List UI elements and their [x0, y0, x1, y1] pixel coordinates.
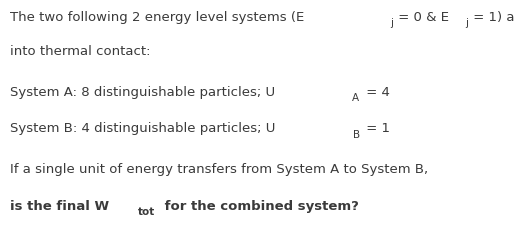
Text: = 0 & E: = 0 & E — [394, 10, 449, 23]
Text: B: B — [353, 129, 360, 139]
Text: tot: tot — [138, 207, 155, 217]
Text: j: j — [390, 18, 393, 28]
Text: j: j — [465, 18, 468, 28]
Text: A: A — [353, 93, 359, 103]
Text: = 1: = 1 — [362, 122, 390, 135]
Text: into thermal contact:: into thermal contact: — [10, 44, 151, 57]
Text: for the combined system?: for the combined system? — [160, 199, 359, 212]
Text: is the final W: is the final W — [10, 199, 109, 212]
Text: If a single unit of energy transfers from System A to System B,: If a single unit of energy transfers fro… — [10, 163, 433, 175]
Text: System B: 4 distinguishable particles; U: System B: 4 distinguishable particles; U — [10, 122, 276, 135]
Text: The two following 2 energy level systems (E: The two following 2 energy level systems… — [10, 10, 304, 23]
Text: = 4: = 4 — [361, 85, 390, 98]
Text: System A: 8 distinguishable particles; U: System A: 8 distinguishable particles; U — [10, 85, 276, 98]
Text: = 1) are brought: = 1) are brought — [469, 10, 514, 23]
